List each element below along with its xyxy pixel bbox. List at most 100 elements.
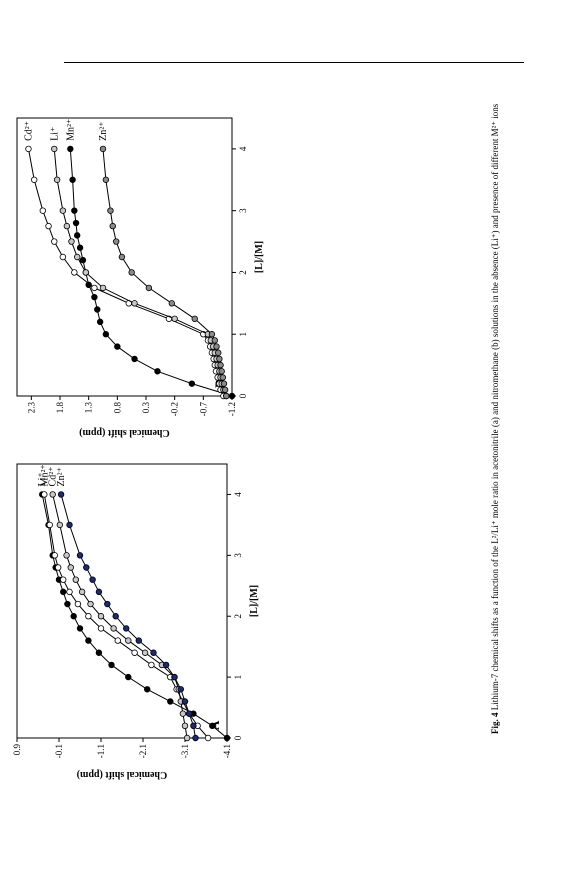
data-point-Mn2+ [51, 238, 58, 245]
data-point-Mn2+ [54, 564, 62, 571]
data-point-Cd2+ [59, 207, 67, 214]
data-point-Mn2+ [148, 661, 155, 669]
data-point-Mn2+ [41, 491, 48, 498]
data-point-Zn2+ [109, 222, 116, 230]
data-point-Cd2+ [179, 710, 187, 717]
figure-caption: Fig. 4 Lithium-7 chemical shifts as a fu… [490, 84, 501, 734]
data-point-Li+ [143, 686, 151, 693]
data-point-Zn2+ [191, 315, 198, 322]
data-point-Cd2+ [131, 300, 138, 307]
header-rule [64, 62, 524, 63]
data-point-Zn2+ [128, 269, 135, 276]
legend-entry: Cd²⁺ [23, 121, 34, 141]
data-point-Zn2+ [220, 380, 228, 387]
data-point-Mn2+ [31, 176, 38, 183]
y-tick-label: -2.1 [138, 744, 148, 758]
data-point-Zn2+ [213, 343, 220, 350]
y-tick-label: 0.9 [12, 744, 22, 756]
data-point-Mn2+ [45, 222, 52, 230]
data-point-Cd2+ [171, 315, 178, 322]
data-point-Cd2+ [110, 625, 117, 632]
data-point-Cd2+ [125, 637, 132, 644]
data-point-Zn2+ [107, 207, 114, 214]
data-point-Li+ [96, 318, 104, 326]
data-point-Li+ [76, 625, 84, 632]
series-line-Zn2+ [102, 148, 227, 397]
data-point-Zn2+ [208, 331, 216, 338]
data-point-Cd2+ [63, 222, 71, 230]
x-tick-label: 2 [238, 270, 248, 275]
data-point-Mn2+ [25, 145, 32, 153]
y-tick-label: 1.3 [84, 402, 94, 414]
data-point-Cd2+ [99, 284, 107, 292]
data-point-Zn2+ [135, 637, 142, 644]
data-point-Zn2+ [177, 686, 184, 693]
data-point-Zn2+ [215, 349, 222, 356]
data-point-Cd2+ [63, 552, 70, 559]
data-point-Zn2+ [112, 613, 119, 620]
data-point-Mn2+ [59, 253, 67, 261]
data-point-Li+ [69, 176, 76, 183]
data-point-Li+ [209, 722, 216, 730]
y-tick-label: -1.2 [227, 402, 237, 416]
data-point-Mn2+ [66, 588, 73, 596]
data-point-Mn2+ [91, 284, 98, 292]
y-tick-label: 2.3 [26, 402, 36, 414]
data-point-Mn2+ [74, 600, 82, 608]
data-point-Zn2+ [118, 253, 126, 261]
data-point-Zn2+ [211, 337, 218, 344]
legend-entry: Mn²⁺ [65, 119, 76, 141]
data-point-Li+ [73, 232, 81, 239]
data-point-Li+ [167, 698, 174, 705]
data-point-Li+ [70, 613, 77, 620]
data-point-Cd2+ [49, 491, 56, 498]
data-point-Cd2+ [97, 613, 105, 620]
data-point-Zn2+ [192, 734, 199, 742]
data-point-Zn2+ [102, 176, 110, 183]
x-tick-label: 3 [233, 553, 243, 558]
data-point-Mn2+ [51, 552, 58, 559]
data-point-Zn2+ [216, 355, 223, 363]
y-tick-label: -0.2 [170, 402, 180, 416]
data-point-Mn2+ [114, 637, 121, 644]
y-tick-label: -1.1 [96, 744, 106, 758]
data-point-Zn2+ [122, 625, 130, 632]
y-axis-label: Chemical shift (ppm) [79, 427, 170, 438]
x-tick-label: 0 [233, 735, 243, 740]
data-point-Zn2+ [112, 238, 120, 245]
legend-entry: Zn²⁺ [98, 121, 109, 140]
x-tick-label: 4 [238, 146, 248, 151]
data-point-Zn2+ [218, 368, 225, 375]
series-line-Zn2+ [60, 494, 196, 739]
data-point-Zn2+ [104, 600, 111, 608]
data-point-Cd2+ [68, 238, 75, 245]
data-point-Mn2+ [97, 625, 105, 632]
x-axis-label: [L]/[M] [249, 585, 260, 617]
data-point-Zn2+ [76, 552, 84, 559]
x-tick-label: 2 [233, 614, 243, 619]
y-tick-label: 0.3 [141, 402, 151, 414]
data-point-Cd2+ [181, 722, 189, 730]
data-point-Cd2+ [51, 145, 58, 153]
data-point-Li+ [223, 734, 231, 742]
data-point-Li+ [76, 244, 84, 251]
series-line-Mn2+ [27, 148, 224, 397]
series-line-Li+ [41, 494, 228, 739]
data-point-Zn2+ [162, 661, 170, 669]
data-point-Zn2+ [223, 392, 230, 400]
data-point-Zn2+ [95, 588, 103, 596]
x-tick-label: 4 [233, 492, 243, 497]
data-point-Li+ [108, 661, 115, 669]
x-tick-label: 3 [238, 208, 248, 213]
data-point-Li+ [91, 293, 98, 301]
panel-b: B01234[L]/[M]-1.2-0.7-0.20.30.81.31.82.3… [16, 117, 265, 438]
data-point-Zn2+ [57, 491, 65, 498]
data-point-Zn2+ [83, 564, 90, 571]
data-point-Mn2+ [60, 576, 67, 583]
data-point-Li+ [102, 331, 110, 338]
data-point-Cd2+ [56, 521, 64, 529]
data-point-Zn2+ [190, 722, 197, 730]
y-tick-label: 1.8 [55, 402, 65, 414]
